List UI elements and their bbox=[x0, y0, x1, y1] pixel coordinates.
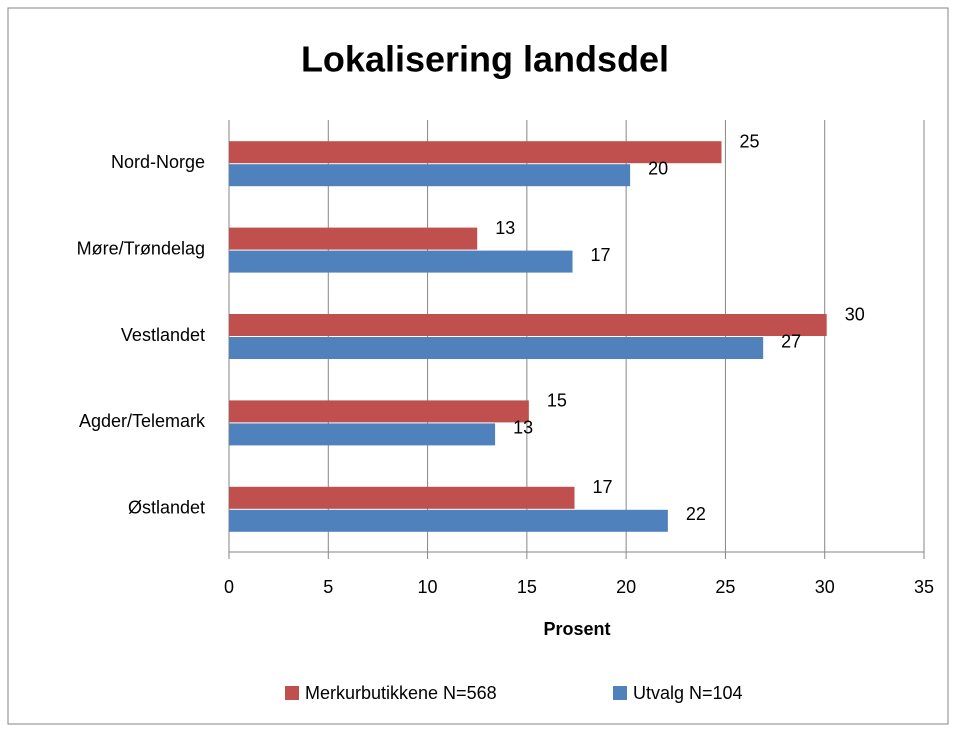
legend-swatch bbox=[285, 686, 299, 700]
bar bbox=[229, 486, 575, 509]
bar bbox=[229, 314, 827, 336]
legend-swatch bbox=[613, 686, 627, 700]
x-tick-label: 30 bbox=[815, 577, 835, 597]
data-label: 25 bbox=[739, 131, 759, 151]
data-label: 15 bbox=[547, 391, 567, 411]
bar bbox=[229, 164, 631, 187]
bar bbox=[229, 141, 722, 164]
bar bbox=[229, 250, 573, 273]
data-label: 13 bbox=[513, 418, 533, 438]
y-tick-label: Agder/Telemark bbox=[79, 411, 206, 431]
y-tick-label: Møre/Trøndelag bbox=[77, 238, 205, 258]
bar bbox=[229, 337, 764, 359]
x-axis-label: Prosent bbox=[543, 619, 610, 639]
data-label: 20 bbox=[648, 158, 668, 178]
x-tick-label: 20 bbox=[616, 577, 636, 597]
bar bbox=[229, 423, 496, 446]
y-tick-label: Nord-Norge bbox=[111, 152, 205, 172]
bar bbox=[229, 509, 668, 532]
bar bbox=[229, 227, 478, 250]
x-tick-label: 0 bbox=[224, 577, 234, 597]
data-label: 27 bbox=[781, 331, 801, 351]
data-label: 13 bbox=[495, 218, 515, 238]
data-label: 17 bbox=[593, 477, 613, 497]
y-tick-label: Østlandet bbox=[128, 498, 205, 518]
legend-label: Merkurbutikkene N=568 bbox=[305, 683, 497, 703]
x-tick-label: 5 bbox=[323, 577, 333, 597]
chart-border bbox=[7, 7, 949, 725]
y-tick-label: Vestlandet bbox=[121, 325, 205, 345]
data-label: 30 bbox=[845, 304, 865, 324]
legend-label: Utvalg N=104 bbox=[633, 683, 743, 703]
bar bbox=[229, 400, 529, 423]
x-tick-label: 10 bbox=[418, 577, 438, 597]
data-label: 22 bbox=[686, 504, 706, 524]
x-tick-label: 25 bbox=[715, 577, 735, 597]
x-tick-label: 35 bbox=[914, 577, 934, 597]
data-label: 17 bbox=[591, 245, 611, 265]
x-tick-label: 15 bbox=[517, 577, 537, 597]
chart-title: Lokalisering landsdel bbox=[301, 39, 669, 80]
